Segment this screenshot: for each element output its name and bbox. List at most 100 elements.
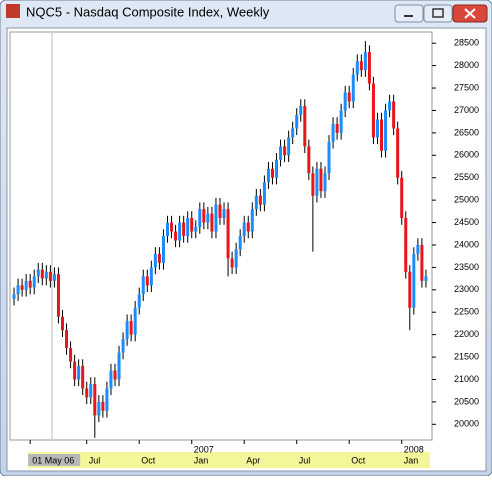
candle-body: [32, 276, 36, 288]
y-tick-label: 24500: [454, 217, 479, 227]
candle-body: [117, 352, 121, 380]
candle-body: [105, 388, 109, 411]
candle-body: [404, 218, 408, 272]
candle-body: [81, 366, 85, 389]
candle-body: [311, 173, 315, 196]
candle-body: [69, 348, 73, 362]
candle-body: [299, 105, 303, 115]
candle-body: [40, 269, 44, 279]
candle-body: [85, 388, 89, 398]
y-tick-label: 21000: [454, 374, 479, 384]
candle-body: [408, 271, 412, 308]
candle-body: [331, 123, 335, 142]
candle-body: [149, 267, 153, 286]
candle-body: [367, 52, 371, 84]
candle-body: [12, 294, 16, 299]
candle-body: [319, 168, 323, 192]
candle-body: [198, 209, 202, 228]
candle-body: [262, 182, 266, 205]
candle-body: [291, 128, 295, 138]
candle-body: [210, 213, 214, 232]
candle-body: [165, 222, 169, 236]
candle-body: [392, 101, 396, 129]
date-box: [28, 454, 81, 466]
candle-body: [101, 401, 105, 411]
candle-body: [412, 253, 416, 308]
y-tick-label: 25500: [454, 172, 479, 182]
y-tick-label: 24000: [454, 239, 479, 249]
year-label: 2008: [404, 444, 424, 454]
candle-body: [141, 276, 145, 295]
window-buttons[interactable]: [394, 4, 488, 23]
candle-body: [145, 276, 149, 286]
candle-body: [388, 101, 392, 111]
y-tick-label: 27500: [454, 82, 479, 92]
candle-body: [65, 330, 69, 349]
candle-body: [242, 222, 246, 236]
candle-body: [56, 274, 60, 317]
candle-body: [52, 274, 56, 281]
candle-body: [283, 146, 287, 156]
candle-body: [36, 269, 40, 277]
candle-body: [186, 218, 190, 236]
candle-body: [73, 361, 77, 380]
x-tick-label: Jul: [89, 455, 101, 465]
minimize-button[interactable]: [394, 4, 424, 23]
candle-body: [279, 146, 283, 160]
year-label: 2007: [194, 444, 214, 454]
y-tick-label: 28500: [454, 38, 479, 48]
candle-body: [170, 222, 174, 232]
candle-body: [355, 61, 359, 75]
candle-body: [153, 253, 157, 268]
candle-body: [174, 231, 178, 241]
minimize-icon: [404, 15, 413, 17]
candle-body: [113, 370, 117, 380]
candle-body: [384, 110, 388, 151]
x-tick-label: Jul: [299, 455, 311, 465]
candle-body: [250, 209, 254, 232]
candle-body: [275, 159, 279, 178]
maximize-button[interactable]: [423, 4, 453, 23]
candle-body: [24, 280, 28, 290]
x-tick-label: 01 May 06: [32, 455, 74, 465]
y-tick-label: 22500: [454, 307, 479, 317]
y-tick-label: 23500: [454, 262, 479, 272]
candle-body: [226, 209, 230, 259]
candle-body: [363, 52, 367, 71]
x-tick-label: Oct: [351, 455, 366, 465]
candle-body: [129, 321, 133, 335]
candle-body: [323, 173, 327, 192]
x-tick-label: Jan: [404, 455, 419, 465]
candle-body: [303, 105, 307, 147]
x-tick-label: Jan: [194, 455, 209, 465]
candle-body: [202, 209, 206, 223]
candle-body: [222, 209, 226, 219]
candle-body: [295, 114, 299, 129]
candle-body: [307, 146, 311, 174]
y-tick-label: 26500: [454, 127, 479, 137]
candle-body: [218, 204, 222, 219]
candle-body: [97, 401, 101, 416]
candle-body: [246, 222, 250, 232]
candle-body: [121, 339, 125, 353]
candle-body: [238, 236, 242, 250]
y-tick-label: 20000: [454, 419, 479, 429]
candle-body: [396, 128, 400, 178]
plot-area: [9, 31, 433, 441]
candle-body: [178, 222, 182, 241]
candle-body: [420, 244, 424, 281]
candle-body: [371, 83, 375, 138]
candle-body: [254, 195, 258, 210]
candle-body: [359, 61, 363, 71]
candle-body: [339, 110, 343, 133]
app-icon: [6, 4, 20, 18]
candle-body: [230, 258, 234, 268]
candle-body: [234, 249, 238, 268]
candle-body: [89, 383, 93, 398]
y-tick-label: 27000: [454, 105, 479, 115]
candle-body: [60, 316, 64, 331]
candle-body: [28, 280, 32, 288]
candle-body: [327, 141, 331, 174]
